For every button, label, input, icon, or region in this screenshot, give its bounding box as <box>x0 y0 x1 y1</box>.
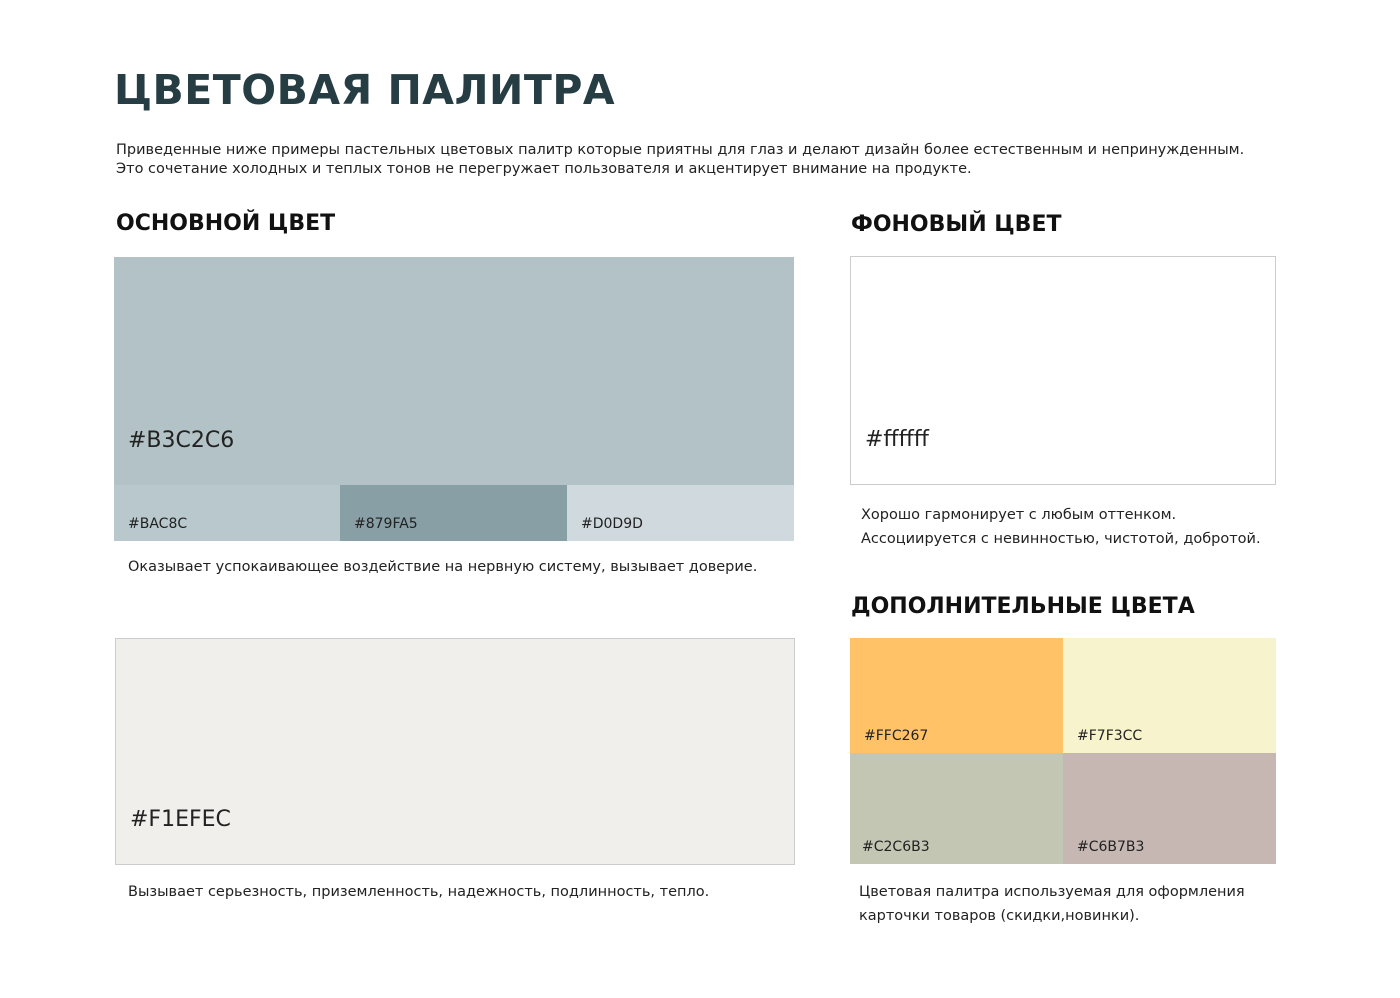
swatch: #879FA5 <box>340 485 567 541</box>
swatch-label: #BAC8C <box>128 516 188 532</box>
swatch: #F7F3CC <box>1063 638 1276 753</box>
swatch: #C2C6B3 <box>850 753 1063 864</box>
swatch: #C6B7B3 <box>1063 753 1276 864</box>
section-heading: ОСНОВНОЙ ЦВЕТ <box>116 211 336 236</box>
swatch: #ffffff <box>850 256 1276 485</box>
swatch: #BAC8C <box>114 485 340 541</box>
swatch: #D0D9D <box>567 485 794 541</box>
swatch-label: #FFC267 <box>864 728 929 744</box>
swatch-label: #B3C2C6 <box>128 428 235 453</box>
swatch-label: #C2C6B3 <box>862 839 930 855</box>
intro-line: Это сочетание холодных и теплых тонов не… <box>116 161 972 177</box>
intro-line: Приведенные ниже примеры пастельных цвет… <box>116 142 1245 158</box>
swatch-label: #879FA5 <box>354 516 418 532</box>
description: Оказывает успокаивающее воздействие на н… <box>128 559 758 575</box>
description: Вызывает серьезность, приземленность, на… <box>128 884 710 900</box>
page-title: ЦВЕТОВАЯ ПАЛИТРА <box>114 66 616 114</box>
swatch-label: #D0D9D <box>581 516 643 532</box>
description: Хорошо гармонирует с любым оттенком. <box>861 507 1177 523</box>
description: Ассоциируется с невинностью, чистотой, д… <box>861 531 1261 547</box>
swatch: #B3C2C6 <box>114 257 794 485</box>
swatch-label: #ffffff <box>865 427 929 452</box>
swatch-label: #F1EFEC <box>130 807 231 832</box>
swatch-label: #F7F3CC <box>1077 728 1143 744</box>
swatch-label: #C6B7B3 <box>1077 839 1145 855</box>
swatch: #F1EFEC <box>115 638 795 865</box>
section-heading: ФОНОВЫЙ ЦВЕТ <box>851 212 1062 237</box>
description: Цветовая палитра используемая для оформл… <box>859 884 1245 900</box>
swatch: #FFC267 <box>850 638 1063 753</box>
section-heading: ДОПОЛНИТЕЛЬНЫЕ ЦВЕТА <box>851 594 1195 619</box>
description: карточки товаров (скидки,новинки). <box>859 908 1140 924</box>
